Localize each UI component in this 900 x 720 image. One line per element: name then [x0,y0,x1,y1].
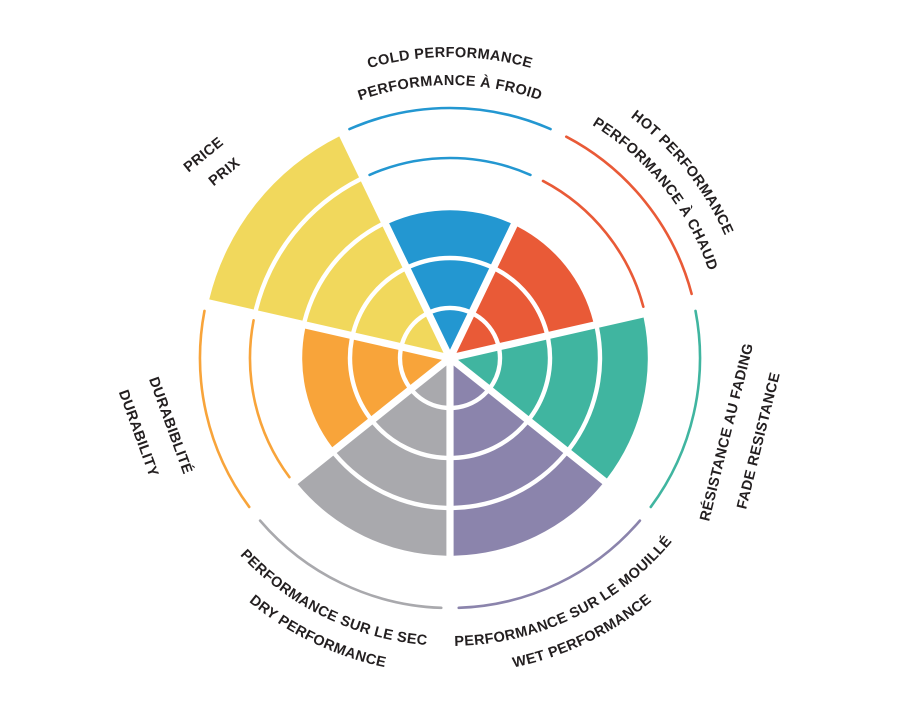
sector-durability-band-3 [302,328,368,448]
sector-hot-performance [456,135,693,353]
sector-cold-performance-remaining-ring-4-arc [368,156,532,177]
sector-fade-resistance [458,309,702,509]
sector-durability-band-1 [402,350,442,385]
sector-cold-performance-band-3 [389,210,511,265]
sector-hot-performance-band-1 [456,316,496,353]
sector-hot-performance-band-3 [497,226,594,332]
sector-cold-performance-band-1 [432,310,468,350]
sector-dry-performance-band-1 [414,365,447,406]
sector-dry-performance-band-2 [375,393,447,456]
sector-cold-performance-remaining-ring-5-arc [348,106,552,131]
label-dry-performance-fr: PERFORMANCE SUR LE SEC [237,547,428,650]
label-price-fr: PRIX [206,155,243,190]
sector-cold-performance-band-2 [410,260,490,310]
sector-hot-performance-band-2 [475,271,545,343]
sector-wet-performance-remaining-ring-5-arc [457,519,642,610]
sector-wet-performance [453,365,642,610]
sector-durability-remaining-ring-4-arc [248,319,291,479]
sector-price-band-3 [306,226,403,332]
sector-cold-performance [348,106,552,350]
sector-fade-resistance-band-3 [532,328,598,448]
sector-price-band-4 [257,181,381,321]
sector-durability-remaining-ring-5-arc [198,309,251,509]
sector-price-band-5 [209,136,360,310]
sector-wet-performance-band-2 [453,393,525,456]
sector-wet-performance-band-4 [453,455,603,556]
sector-fade-resistance-remaining-ring-5-arc [649,309,702,509]
sector-dry-performance-remaining-ring-5-arc [258,519,443,610]
sector-price-band-1 [404,316,444,353]
sector-wet-performance-band-1 [453,365,486,406]
sector-hot-performance-remaining-ring-5-arc [564,135,693,296]
sector-hot-performance-remaining-ring-4-arc [541,179,645,309]
sector-fade-resistance-band-4 [571,317,648,479]
sector-durability [198,309,442,509]
sector-dry-performance [258,365,447,610]
sector-wet-performance-band-3 [453,424,564,506]
label-cold-performance-fr: PERFORMANCE À FROID [356,73,544,104]
sector-price-band-2 [355,271,425,343]
sector-durability-band-2 [352,339,408,417]
sector-price [209,136,444,353]
label-cold-performance-en: COLD PERFORMANCE [366,45,535,72]
sector-fade-resistance-band-1 [458,350,498,385]
sector-fade-resistance-band-2 [492,339,548,417]
sector-dry-performance-band-3 [336,424,447,506]
sector-dry-performance-band-4 [297,455,447,556]
